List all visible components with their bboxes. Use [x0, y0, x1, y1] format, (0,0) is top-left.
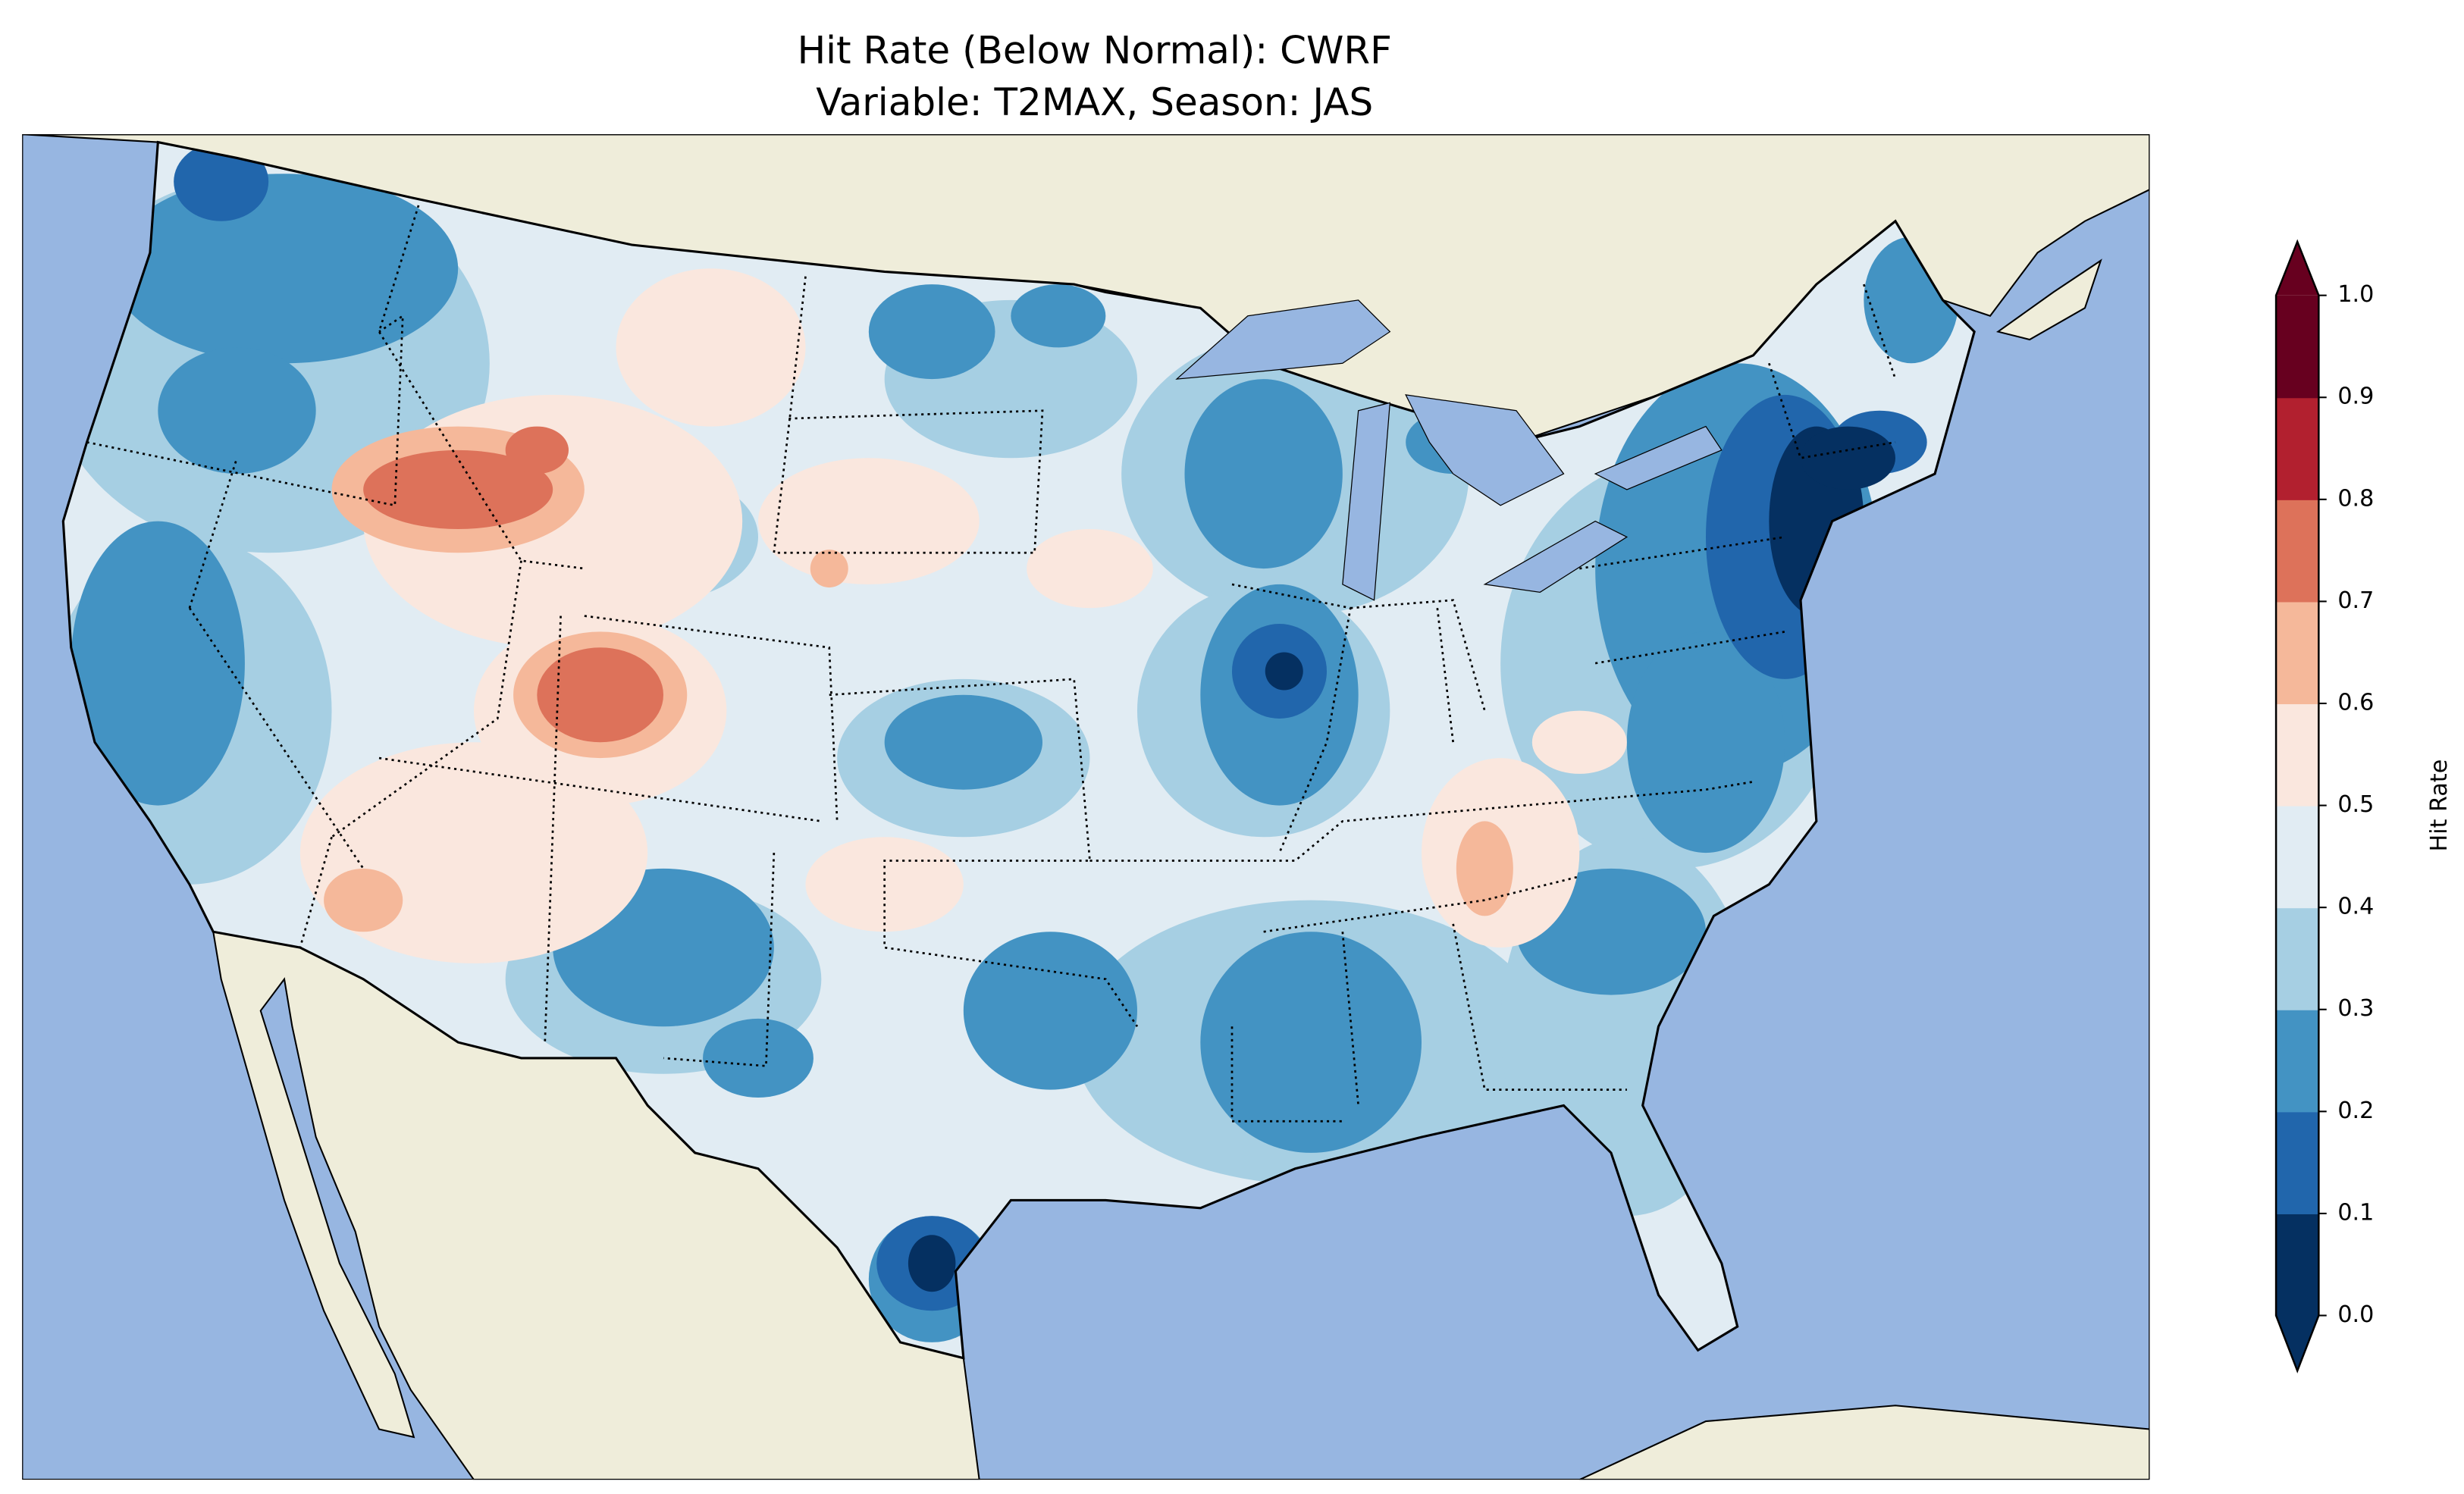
colorbar-tick-label: 0.4: [2337, 894, 2374, 920]
great-lakes: [1175, 299, 1723, 601]
colorbar: 0.0 0.1 0.2 0.3 0.4 0.5 0.6 0.7 0.8 0.9 1.0: [2274, 239, 2374, 1373]
colorbar-tick-label: 0.8: [2337, 485, 2374, 512]
colorbar-tick-label: 0.7: [2337, 587, 2374, 614]
colorbar-segment: [2276, 805, 2319, 909]
map-panel: [22, 134, 2150, 1480]
colorbar-tick-label: 0.0: [2337, 1301, 2374, 1328]
colorbar-tick-label: 0.5: [2337, 791, 2374, 818]
colorbar-segment: [2276, 1111, 2319, 1214]
colorbar-tick-label: 0.2: [2337, 1098, 2374, 1124]
colorbar-tick-label: 0.1: [2337, 1199, 2374, 1226]
colorbar-segment: [2276, 703, 2319, 807]
colorbar-segment: [2276, 1009, 2319, 1113]
colorbar-label: Hit Rate: [2426, 760, 2453, 852]
colorbar-extend-min: [2276, 1315, 2319, 1371]
colorbar-segment: [2276, 601, 2319, 705]
state-borders: [86, 205, 1897, 1123]
colorbar-segment: [2276, 1213, 2319, 1317]
colorbar-extend-max: [2276, 241, 2319, 296]
colorbar-segment: [2276, 499, 2319, 603]
colorbar-tick-label: 0.9: [2337, 384, 2374, 410]
colorbar-tick-label: 1.0: [2337, 281, 2374, 308]
colorbar-segment: [2276, 907, 2319, 1010]
colorbar-segment: [2276, 397, 2319, 500]
title-line-1: Hit Rate (Below Normal): CWRF: [798, 28, 1392, 72]
nova-scotia-land: [1995, 258, 2102, 341]
cuba-land: [1578, 1405, 2150, 1480]
title-line-2: Variable: T2MAX, Season: JAS: [816, 80, 1373, 124]
colorbar-segment: [2276, 295, 2319, 399]
colorbar-tick-label: 0.6: [2337, 690, 2374, 716]
colorbar-tick-label: 0.3: [2337, 995, 2374, 1022]
